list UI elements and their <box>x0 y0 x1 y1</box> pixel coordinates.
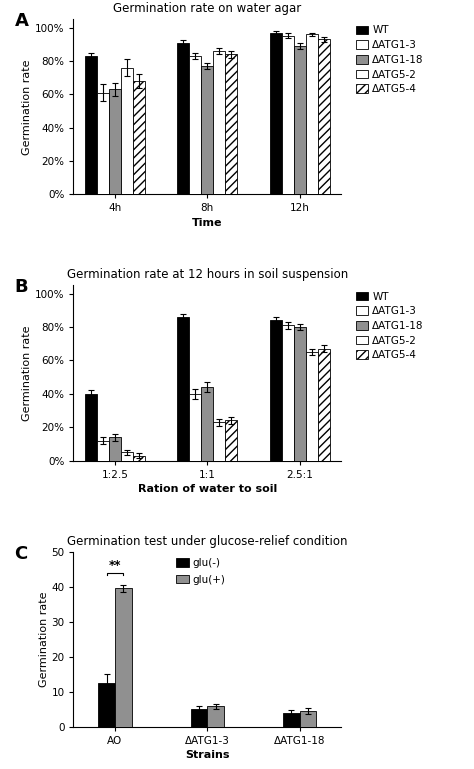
Bar <box>213 51 225 195</box>
Text: B: B <box>15 278 28 296</box>
Legend: WT, ΔATG1-3, ΔATG1-18, ΔATG5-2, ΔATG5-4: WT, ΔATG1-3, ΔATG1-18, ΔATG5-2, ΔATG5-4 <box>355 291 425 361</box>
Bar <box>97 441 109 461</box>
Bar <box>99 683 115 727</box>
Title: Germination rate at 12 hours in soil suspension: Germination rate at 12 hours in soil sus… <box>67 268 348 281</box>
X-axis label: Time: Time <box>192 218 223 228</box>
Title: Germination test under glucose-relief condition: Germination test under glucose-relief co… <box>67 534 347 548</box>
X-axis label: Strains: Strains <box>185 750 229 760</box>
Y-axis label: Germination rate: Germination rate <box>22 325 32 421</box>
Bar <box>121 452 133 461</box>
Bar <box>270 321 282 461</box>
Bar <box>190 56 201 195</box>
Bar <box>133 455 145 461</box>
Bar <box>190 394 201 461</box>
Bar <box>121 68 133 195</box>
Bar <box>207 707 224 727</box>
Text: A: A <box>15 12 28 30</box>
Bar <box>294 327 306 461</box>
Bar <box>213 422 225 461</box>
Text: **: ** <box>109 558 121 571</box>
Bar <box>283 714 300 727</box>
Bar <box>318 39 330 195</box>
Bar <box>97 92 109 195</box>
Bar <box>177 42 190 195</box>
Bar <box>109 437 121 461</box>
Bar <box>133 81 145 195</box>
Bar <box>85 394 97 461</box>
Bar <box>282 325 294 461</box>
Bar <box>177 317 190 461</box>
Legend: glu(-), glu(+): glu(-), glu(+) <box>175 557 227 586</box>
Y-axis label: Germination rate: Germination rate <box>22 59 32 155</box>
Bar <box>201 387 213 461</box>
Legend: WT, ΔATG1-3, ΔATG1-18, ΔATG5-2, ΔATG5-4: WT, ΔATG1-3, ΔATG1-18, ΔATG5-2, ΔATG5-4 <box>355 25 425 95</box>
Bar <box>191 709 207 727</box>
Y-axis label: Germination rate: Germination rate <box>38 591 48 687</box>
Bar <box>85 56 97 195</box>
Title: Germination rate on water agar: Germination rate on water agar <box>113 2 301 15</box>
Bar <box>282 36 294 195</box>
Bar <box>225 421 237 461</box>
Bar <box>270 32 282 195</box>
Bar <box>306 35 318 195</box>
Bar <box>318 349 330 461</box>
Bar <box>225 55 237 195</box>
Text: C: C <box>15 544 28 563</box>
Bar <box>115 588 132 727</box>
Bar <box>109 89 121 195</box>
Bar <box>201 66 213 195</box>
Bar <box>300 711 316 727</box>
X-axis label: Ration of water to soil: Ration of water to soil <box>138 484 277 494</box>
Bar <box>306 352 318 461</box>
Bar <box>294 46 306 195</box>
